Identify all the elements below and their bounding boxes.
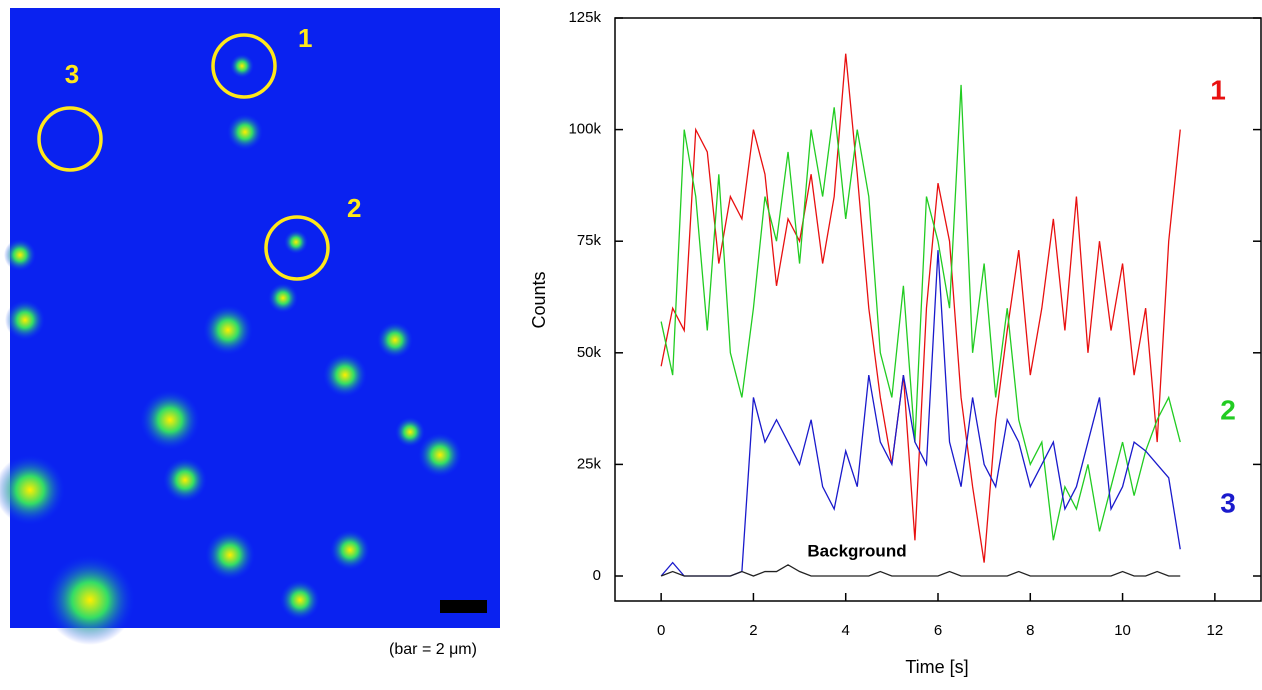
x-tick-label: 2: [749, 622, 757, 639]
micrograph: 1 2 3 (bar = 2 μm): [0, 8, 500, 658]
y-tick-label: 25k: [577, 455, 602, 472]
series-line: [660, 53, 1181, 563]
series-annotation: Background: [807, 541, 906, 560]
x-tick-label: 12: [1207, 622, 1224, 639]
series-line: [660, 250, 1181, 577]
y-tick-label: 125k: [568, 9, 601, 26]
legend-label: 1: [1210, 74, 1226, 105]
spot-label: 2: [347, 193, 361, 223]
x-axis-label: Time [s]: [905, 657, 968, 677]
x-tick-label: 8: [1026, 622, 1034, 639]
series-line: [660, 84, 1181, 541]
x-tick-label: 6: [934, 622, 942, 639]
y-tick-label: 100k: [568, 121, 601, 138]
plot-frame: [614, 17, 1262, 602]
series-line: [660, 564, 1181, 577]
legend-label: 2: [1220, 394, 1236, 425]
y-tick-label: 0: [593, 567, 601, 584]
y-tick-label: 75k: [577, 232, 602, 249]
x-tick-label: 0: [657, 622, 665, 639]
y-axis-label: Counts: [529, 271, 549, 328]
y-tick-label: 50k: [577, 344, 602, 361]
legend-label: 3: [1220, 487, 1236, 518]
caption: (bar = 2 μm): [389, 641, 477, 658]
spot-label: 1: [298, 23, 312, 53]
x-tick-label: 4: [842, 622, 850, 639]
spot-label: 3: [65, 59, 79, 89]
x-tick-label: 10: [1114, 622, 1131, 639]
